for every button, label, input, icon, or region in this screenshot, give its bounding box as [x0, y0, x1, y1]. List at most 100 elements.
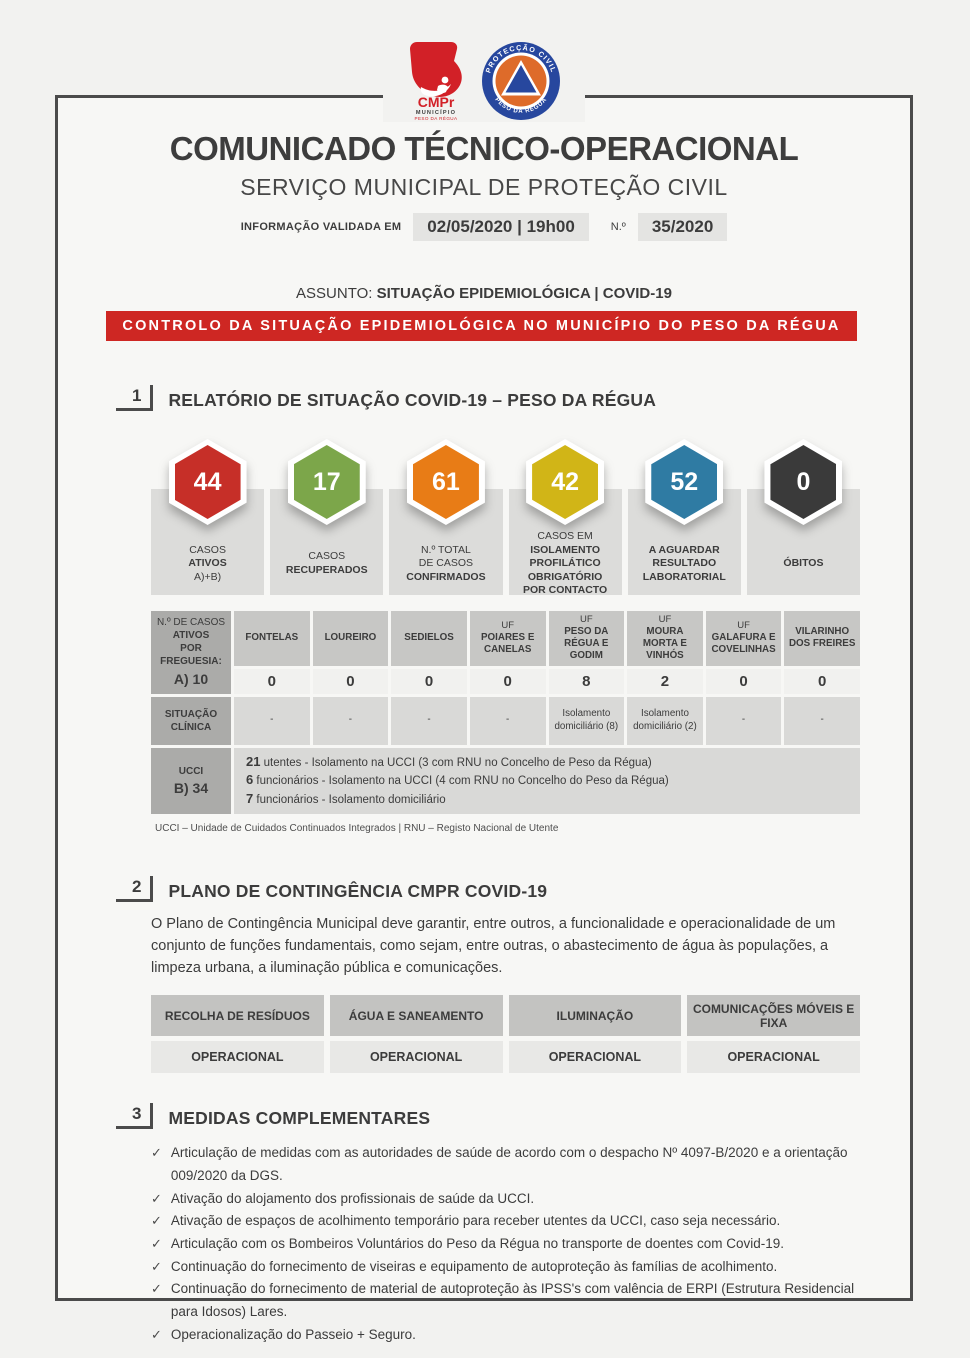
hexagon-badge: 0 [764, 439, 843, 525]
control-banner: CONTROLO DA SITUAÇÃO EPIDEMIOLÓGICA NO M… [106, 311, 857, 341]
stat-label: N.º TOTAL DE CASOS CONFIRMADOS [406, 543, 486, 583]
check-icon: ✓ [151, 1236, 162, 1252]
clinical-row-header: SITUAÇÃO CLÍNICA [151, 696, 231, 745]
section-1-number: 1 [116, 385, 154, 411]
service-name: RECOLHA DE RESÍDUOS [151, 995, 324, 1037]
check-icon: ✓ [151, 1145, 162, 1161]
stat-casos-confirmados: N.º TOTAL DE CASOS CONFIRMADOS 61 [389, 439, 503, 595]
list-item: ✓ Continuação do fornecimento de material… [151, 1278, 864, 1323]
number-label: N.º [610, 221, 626, 233]
table-corner-header: N.º DE CASOS ATIVOS POR FREGUESIA: A) 10 [151, 611, 231, 694]
clinical-cell: Isolamento domiciliário (2) [627, 696, 703, 745]
clinical-cell: - [469, 696, 546, 745]
column-header: UF POIARES E CANELAS [469, 611, 546, 666]
section-2-heading: 2 PLANO DE CONTINGÊNCIA CMPR COVID-19 [116, 876, 910, 903]
service-name: ÁGUA E SANEAMENTO [329, 995, 503, 1037]
stat-aguardar-resultado: A AGUARDAR RESULTADO LABORATORIAL 52 [627, 439, 741, 595]
active-cases-cell: 0 [234, 668, 310, 694]
validated-label: INFORMAÇÃO VALIDADA EM [240, 221, 402, 233]
hexagon-badge: 44 [168, 439, 247, 525]
section-1-title: RELATÓRIO DE SITUAÇÃO COVID-19 – PESO DA… [168, 390, 657, 410]
list-item: ✓ Operacionalização do Passeio + Seguro. [151, 1324, 864, 1347]
stat-casos-ativos: CASOS ATIVOS A)+B) 44 [151, 439, 265, 595]
hexagon-badge: 52 [645, 439, 724, 525]
ucci-details-cell: 21 utentes - Isolamento na UCCI (3 com R… [234, 747, 860, 815]
column-header: SEDIELOS [391, 611, 467, 666]
cmpr-municipio-logo: CMPr MUNICÍPIO PESO DA RÉGUA [410, 42, 462, 121]
validated-value: 02/05/2020 | 19h00 [413, 213, 589, 241]
clinical-cell: - [312, 696, 389, 745]
stat-label: CASOS RECUPERADOS [285, 550, 368, 576]
list-item: ✓ Ativação do alojamento dos profissionai… [151, 1188, 864, 1211]
column-header: UF MOURA MORTA E VINHÓS [627, 611, 703, 666]
hexagon-badge: 61 [406, 439, 485, 525]
clinical-cell: - [784, 696, 860, 745]
list-item: ✓ Ativação de espaços de acolhimento temp… [151, 1210, 864, 1233]
contingency-paragraph: O Plano de Contingência Municipal deve g… [151, 916, 836, 976]
check-icon: ✓ [151, 1190, 162, 1206]
section-3-heading: 3 MEDIDAS COMPLEMENTARES [116, 1103, 910, 1130]
active-cases-cell: 0 [312, 668, 389, 694]
cmpr-logo-sub1: MUNICÍPIO [416, 108, 456, 116]
assunto-value: SITUAÇÃO EPIDEMIOLÓGICA | COVID-19 [376, 285, 672, 302]
active-cases-cell: 2 [627, 668, 703, 694]
active-cases-cell: 8 [548, 668, 625, 694]
assunto-label: ASSUNTO: [296, 285, 373, 302]
column-header: UF GALAFURA E COVELINHAS [705, 611, 782, 666]
check-icon: ✓ [151, 1258, 162, 1274]
service-status: OPERACIONAL [508, 1041, 682, 1074]
stat-value: 61 [432, 467, 460, 496]
covid-stats-row: CASOS ATIVOS A)+B) 44 CASOS RECUPERADOS [151, 439, 861, 597]
ucci-row-header: UCCI B) 34 [151, 747, 231, 815]
page-subtitle: SERVIÇO MUNICIPAL DE PROTEÇÃO CIVIL [240, 174, 728, 200]
check-icon: ✓ [151, 1281, 162, 1297]
active-cases-cell: 0 [469, 668, 546, 694]
service-name: ILUMINAÇÃO [508, 995, 682, 1037]
active-cases-cell: 0 [784, 668, 860, 694]
list-item: ✓ Articulação com os Bombeiros Voluntário… [151, 1233, 864, 1256]
section-3-title: MEDIDAS COMPLEMENTARES [168, 1108, 431, 1129]
page-title: COMUNICADO TÉCNICO-OPERACIONAL [169, 130, 799, 167]
column-header: VILARINHO DOS FREIRES [784, 611, 860, 666]
check-icon: ✓ [151, 1326, 162, 1342]
section-3-number: 3 [116, 1103, 154, 1130]
active-cases-cell: 0 [705, 668, 782, 694]
stat-isolamento-profilatico: CASOS EM ISOLAMENTO PROFILÁTICO OBRIGATÓ… [508, 439, 622, 597]
stat-value: 52 [670, 467, 699, 496]
service-name: COMUNICAÇÕES MÓVEIS E FIXA [687, 995, 860, 1037]
column-header: LOUREIRO [312, 611, 389, 666]
cmpr-logo-sub2: PESO DA RÉGUA [415, 115, 459, 121]
service-status: OPERACIONAL [687, 1041, 860, 1074]
stat-value: 0 [796, 467, 811, 496]
protecao-civil-emblem: PROTECÇÃO CIVIL PESO DA RÉGUA [482, 42, 560, 120]
section-2-title: PLANO DE CONTINGÊNCIA CMPR COVID-19 [168, 881, 548, 902]
page-frame: CMPr MUNICÍPIO PESO DA RÉGUA PROTECÇÃO C… [55, 40, 913, 1342]
stat-label: CASOS EM ISOLAMENTO PROFILÁTICO OBRIGATÓ… [523, 529, 608, 597]
stat-value: 42 [551, 467, 579, 496]
assunto-line: ASSUNTO: SITUAÇÃO EPIDEMIOLÓGICA | COVID… [58, 285, 910, 302]
stat-label: ÓBITOS [783, 557, 824, 570]
stat-value: 17 [312, 467, 341, 496]
logo-area: CMPr MUNICÍPIO PESO DA RÉGUA PROTECÇÃO C… [383, 40, 585, 122]
cmpr-logo-text: CMPr [418, 94, 455, 110]
section-1-heading: 1 RELATÓRIO DE SITUAÇÃO COVID-19 – PESO … [116, 385, 910, 411]
column-header: UF PESO DA RÉGUA E GODIM [548, 611, 625, 666]
validation-row: INFORMAÇÃO VALIDADA EM 02/05/2020 | 19h0… [58, 213, 910, 241]
service-status: OPERACIONAL [151, 1041, 324, 1074]
active-cases-cell: 0 [391, 668, 467, 694]
stat-label: CASOS ATIVOS A)+B) [188, 543, 227, 583]
number-value: 35/2020 [637, 213, 728, 241]
table-footnote: UCCI – Unidade de Cuidados Continuados I… [155, 823, 559, 835]
services-status-grid: RECOLHA DE RESÍDUOS ÁGUA E SANEAMENTO IL… [151, 995, 860, 1074]
clinical-cell: - [391, 696, 467, 745]
freguesias-table: N.º DE CASOS ATIVOS POR FREGUESIA: A) 10… [151, 611, 860, 815]
hexagon-badge: 42 [526, 439, 605, 525]
section-2-number: 2 [116, 876, 154, 903]
stat-label: A AGUARDAR RESULTADO LABORATORIAL [642, 543, 726, 583]
column-header: FONTELAS [234, 611, 310, 666]
check-icon: ✓ [151, 1213, 162, 1229]
list-item: ✓ Articulação de medidas com as autoridad… [151, 1142, 864, 1187]
stat-obitos: ÓBITOS 0 [746, 439, 861, 595]
stat-card: CASOS EM ISOLAMENTO PROFILÁTICO OBRIGATÓ… [508, 489, 622, 597]
